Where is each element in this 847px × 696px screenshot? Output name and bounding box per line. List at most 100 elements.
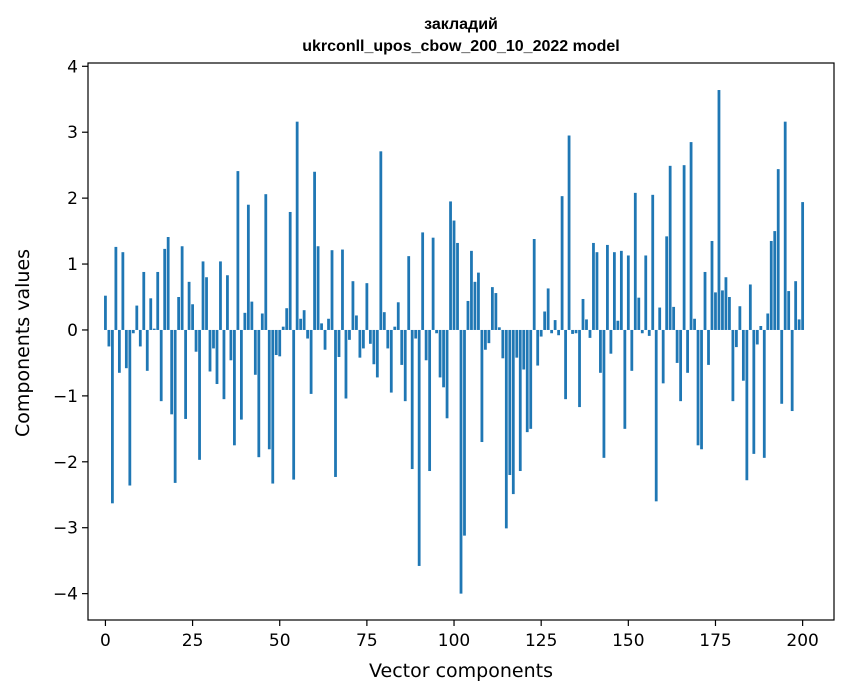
bar: [138, 329, 142, 347]
bar: [355, 315, 358, 330]
bar: [633, 192, 637, 330]
bar: [205, 277, 208, 330]
bar: [226, 275, 229, 330]
bar: [536, 329, 540, 366]
bar: [142, 271, 146, 330]
y-tick-label: −2: [53, 453, 78, 473]
bar: [689, 142, 693, 330]
bar: [679, 329, 683, 402]
bar: [309, 329, 313, 394]
bar: [236, 171, 240, 330]
bar: [243, 312, 247, 330]
bar: [640, 329, 644, 334]
bar: [344, 329, 348, 399]
x-tick-label: 175: [699, 631, 731, 651]
bar: [260, 313, 264, 330]
bar: [783, 121, 787, 330]
bar: [710, 240, 714, 330]
bar: [442, 329, 445, 388]
bar: [215, 329, 219, 385]
bar: [135, 305, 139, 330]
bar: [323, 329, 327, 350]
bar: [358, 329, 362, 358]
bar: [124, 329, 128, 369]
x-tick-label: 50: [269, 631, 291, 651]
bar: [274, 329, 278, 356]
bar: [372, 329, 376, 365]
bar: [794, 281, 798, 330]
bar: [497, 327, 501, 330]
bar: [557, 329, 560, 336]
bar: [233, 329, 236, 446]
bar: [264, 194, 268, 330]
bar: [431, 237, 435, 330]
bar: [348, 329, 351, 340]
bar: [313, 171, 316, 330]
bar: [490, 287, 494, 330]
bar: [707, 329, 710, 365]
x-tick-label: 100: [438, 631, 470, 651]
bar: [581, 298, 585, 330]
bar: [626, 255, 630, 330]
chart-title-line1: закладий: [424, 16, 498, 33]
x-tick-label: 25: [182, 631, 204, 651]
bar: [267, 329, 271, 450]
bar: [219, 261, 222, 330]
bar: [728, 297, 731, 330]
bar: [128, 329, 132, 486]
bar: [163, 248, 167, 330]
bar: [487, 329, 491, 344]
bar: [644, 255, 648, 330]
bar: [407, 256, 411, 330]
bar: [741, 329, 745, 381]
bar: [456, 242, 459, 330]
bar: [543, 311, 547, 330]
bar: [776, 169, 780, 330]
x-axis-label: Vector components: [369, 660, 553, 682]
bar: [665, 236, 669, 330]
bar: [574, 329, 578, 334]
bar: [717, 90, 721, 330]
bar: [567, 135, 571, 330]
bar: [145, 329, 149, 371]
bar: [755, 329, 759, 345]
bar: [281, 326, 285, 330]
bar: [735, 329, 738, 348]
bar: [295, 121, 299, 330]
bar: [250, 301, 254, 330]
bar: [368, 329, 372, 344]
bar: [571, 329, 574, 334]
plot-frame: [87, 62, 835, 621]
bar: [553, 320, 557, 330]
x-tick-label: 150: [612, 631, 644, 651]
bar: [494, 293, 498, 330]
bar: [382, 312, 386, 330]
bar: [518, 329, 522, 472]
bar: [532, 239, 536, 330]
y-tick-label: 2: [67, 189, 78, 209]
x-tick-label: 0: [100, 631, 111, 651]
bar: [602, 329, 606, 458]
bar: [592, 242, 595, 330]
bar: [700, 329, 703, 450]
x-tick-label: 75: [356, 631, 378, 651]
bar: [473, 281, 477, 330]
bar: [208, 329, 212, 372]
bar: [550, 329, 554, 334]
bar: [508, 329, 512, 475]
bar: [121, 252, 125, 330]
bar: [428, 329, 432, 472]
bar: [651, 194, 655, 330]
bar: [187, 281, 191, 330]
bar: [229, 329, 233, 361]
bar: [299, 318, 303, 330]
bar: [616, 320, 620, 330]
bar: [759, 326, 763, 330]
bar: [166, 237, 170, 330]
bar: [271, 329, 275, 484]
bar: [435, 329, 438, 334]
bar: [752, 329, 756, 454]
bar: [445, 329, 449, 419]
bar: [585, 319, 588, 330]
bar: [766, 313, 770, 330]
